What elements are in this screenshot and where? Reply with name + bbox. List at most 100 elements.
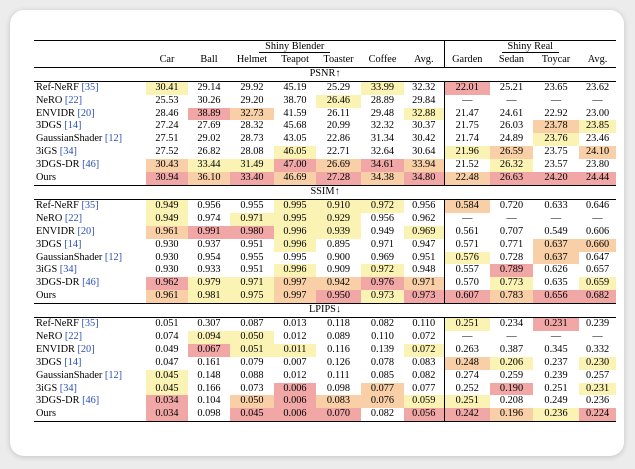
column-header: Coffee	[368, 53, 397, 65]
value-cell: 0.961	[146, 290, 188, 304]
citation-link[interactable]: [20]	[77, 343, 95, 355]
value-cell: 0.997	[274, 277, 316, 291]
method-cell: Ref-NeRF [35]	[34, 199, 146, 212]
citation-link[interactable]: [14]	[64, 238, 82, 250]
value-cell: 0.646	[585, 199, 610, 211]
value-cell: 38.89	[188, 107, 230, 121]
method-name: 3iGS	[36, 382, 58, 394]
citation-link[interactable]: [46]	[82, 159, 100, 171]
value-cell: —	[550, 94, 562, 106]
value-cell: 0.206	[490, 356, 534, 370]
citation-link[interactable]: [22]	[64, 94, 83, 106]
value-cell: 23.75	[544, 146, 568, 158]
citation-link[interactable]: [35]	[81, 318, 99, 330]
value-cell: 27.52	[155, 146, 179, 158]
citation-link[interactable]: [46]	[82, 395, 100, 407]
citation-link[interactable]: [12]	[104, 251, 123, 263]
value-cell: 0.013	[283, 318, 307, 330]
value-cell: —	[506, 212, 517, 224]
value-cell: 0.971	[370, 238, 395, 250]
citation-link[interactable]: [46]	[82, 277, 100, 289]
value-cell: 24.61	[499, 107, 524, 119]
citation-link[interactable]: [35]	[81, 81, 99, 93]
value-cell: 0.045	[146, 369, 188, 383]
citation-link[interactable]: [12]	[104, 133, 123, 145]
value-cell: 30.42	[412, 133, 436, 145]
method-name: ENVIDR	[36, 107, 75, 119]
value-cell: 0.387	[499, 343, 524, 355]
value-cell: 0.937	[197, 238, 221, 250]
table-row: ENVIDR [20] 0.049 0.067 0.051 0.011 0.116 0.13…	[34, 343, 616, 357]
value-cell: 27.51	[155, 133, 179, 145]
value-cell: 23.46	[585, 133, 610, 145]
value-cell: 0.771	[499, 238, 524, 250]
value-cell: 0.657	[585, 264, 610, 276]
value-cell: 28.08	[240, 146, 264, 158]
value-cell: 0.196	[490, 408, 534, 423]
value-cell: 0.072	[404, 343, 445, 357]
citation-link[interactable]: [20]	[77, 225, 95, 237]
value-cell: 0.139	[370, 343, 395, 355]
column-header: Sedan	[498, 53, 525, 65]
citation-link[interactable]: [14]	[64, 120, 82, 132]
value-cell: 0.077	[412, 382, 436, 394]
value-cell: 24.89	[499, 133, 524, 145]
value-cell: 26.63	[490, 172, 534, 186]
method-name: GaussianShader	[36, 369, 103, 381]
citation-link[interactable]: [14]	[64, 356, 82, 368]
value-cell: 0.073	[240, 382, 264, 394]
value-cell: 0.116	[327, 343, 350, 355]
table-row: ENVIDR [20] 28.46 38.89 32.73 41.59 26.11 29.4…	[34, 107, 616, 121]
value-cell: 0.979	[188, 277, 230, 291]
value-cell: 0.980	[230, 225, 274, 239]
value-cell: 0.161	[197, 356, 221, 368]
value-cell: 0.239	[585, 318, 610, 330]
value-cell: 0.239	[544, 369, 568, 381]
method-cell: NeRO [22]	[34, 331, 146, 344]
method-cell: 3iGS [34]	[34, 264, 146, 277]
value-cell: 27.24	[155, 120, 179, 132]
results-table: Shiny Blender Shiny Real Car Ball Helmet Te…	[34, 39, 617, 423]
table-row: Ref-NeRF [35] 0.949 0.956 0.955 0.995 0.910 0.…	[34, 199, 616, 213]
value-cell: 0.034	[146, 395, 188, 409]
method-name: NeRO	[36, 212, 63, 224]
table-row: ENVIDR [20] 0.961 0.991 0.980 0.996 0.939 0.94…	[34, 225, 616, 239]
value-cell: 0.955	[240, 199, 264, 211]
citation-link[interactable]: [34]	[59, 264, 77, 276]
citation-link[interactable]: [12]	[104, 369, 123, 381]
value-cell: 31.49	[230, 159, 274, 173]
citation-link[interactable]: [34]	[59, 146, 77, 158]
value-cell: 0.263	[443, 343, 491, 357]
value-cell: 0.249	[544, 395, 568, 407]
value-cell: 0.208	[499, 395, 524, 407]
citation-link[interactable]: [22]	[64, 212, 83, 224]
value-cell: 0.252	[443, 382, 491, 396]
column-header: Teapot	[281, 53, 309, 65]
group-header-row: Shiny Blender Shiny Real	[34, 39, 617, 54]
value-cell: 0.949	[370, 225, 395, 237]
value-cell: 29.20	[240, 94, 264, 106]
citation-link[interactable]: [35]	[81, 199, 99, 211]
value-cell: 0.789	[490, 264, 534, 278]
value-cell: 0.077	[361, 382, 404, 396]
value-cell: 28.46	[155, 107, 179, 119]
value-cell: 0.656	[533, 290, 580, 304]
citation-link[interactable]: [22]	[64, 330, 83, 342]
value-cell: 25.29	[326, 81, 351, 93]
value-cell: 0.633	[544, 199, 568, 211]
value-cell: 0.637	[533, 238, 580, 252]
method-cell: 3DGS-DR [46]	[34, 395, 146, 408]
value-cell: 0.224	[579, 408, 617, 423]
value-cell: 0.231	[533, 317, 580, 331]
value-cell: 46.05	[274, 146, 316, 160]
value-cell: 0.094	[188, 330, 230, 344]
value-cell: 21.74	[443, 133, 491, 147]
citation-link[interactable]: [20]	[77, 107, 95, 119]
method-name: Ours	[36, 408, 57, 420]
value-cell: 0.773	[490, 277, 534, 291]
value-cell: 0.007	[283, 356, 307, 368]
table-row: NeRO [22] 25.53 30.26 29.20 38.70 26.46 28.89 2…	[34, 94, 616, 108]
citation-link[interactable]: [34]	[59, 382, 77, 394]
column-header: Toaster	[323, 53, 354, 65]
method-cell: Ref-NeRF [35]	[34, 81, 146, 94]
